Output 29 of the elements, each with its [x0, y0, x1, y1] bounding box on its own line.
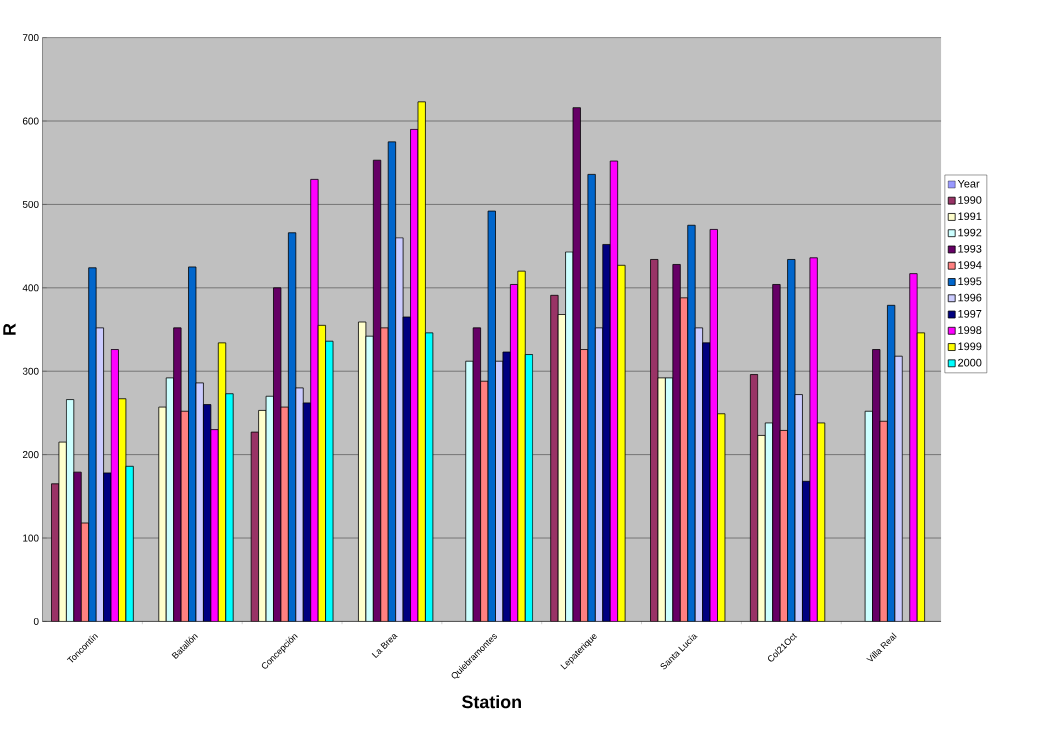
y-tick-label: 0 [33, 618, 39, 626]
y-tick-label: 400 [22, 284, 39, 292]
bar [158, 406, 167, 622]
bar [687, 225, 696, 622]
y-tick-label: 600 [22, 117, 39, 125]
legend-label: 1997 [958, 310, 982, 318]
y-tick-label: 100 [23, 534, 39, 542]
legend-label: 1990 [958, 196, 982, 205]
legend-label: 1992 [958, 228, 982, 237]
y-tick-label: 300 [22, 367, 39, 375]
legend-label: 2000 [958, 358, 982, 367]
bar [517, 270, 526, 622]
y-axis-title: R [3, 323, 16, 335]
legend-label: 1993 [958, 245, 982, 253]
x-axis-title: Station [462, 695, 521, 709]
bar [602, 244, 611, 622]
legend-label: 1999 [958, 342, 982, 351]
legend-label: Year [957, 180, 980, 188]
y-tick-label: 700 [22, 34, 39, 42]
legend-label: 1996 [958, 293, 982, 302]
bar [225, 393, 234, 622]
bar [73, 471, 82, 622]
legend-label: 1994 [958, 261, 982, 270]
y-tick-label: 200 [22, 451, 39, 459]
bar [757, 435, 766, 622]
legend-label: 1998 [958, 326, 982, 335]
legend-label: 1995 [958, 277, 982, 286]
y-tick-label: 500 [22, 201, 39, 209]
legend-label: 1991 [958, 212, 982, 221]
